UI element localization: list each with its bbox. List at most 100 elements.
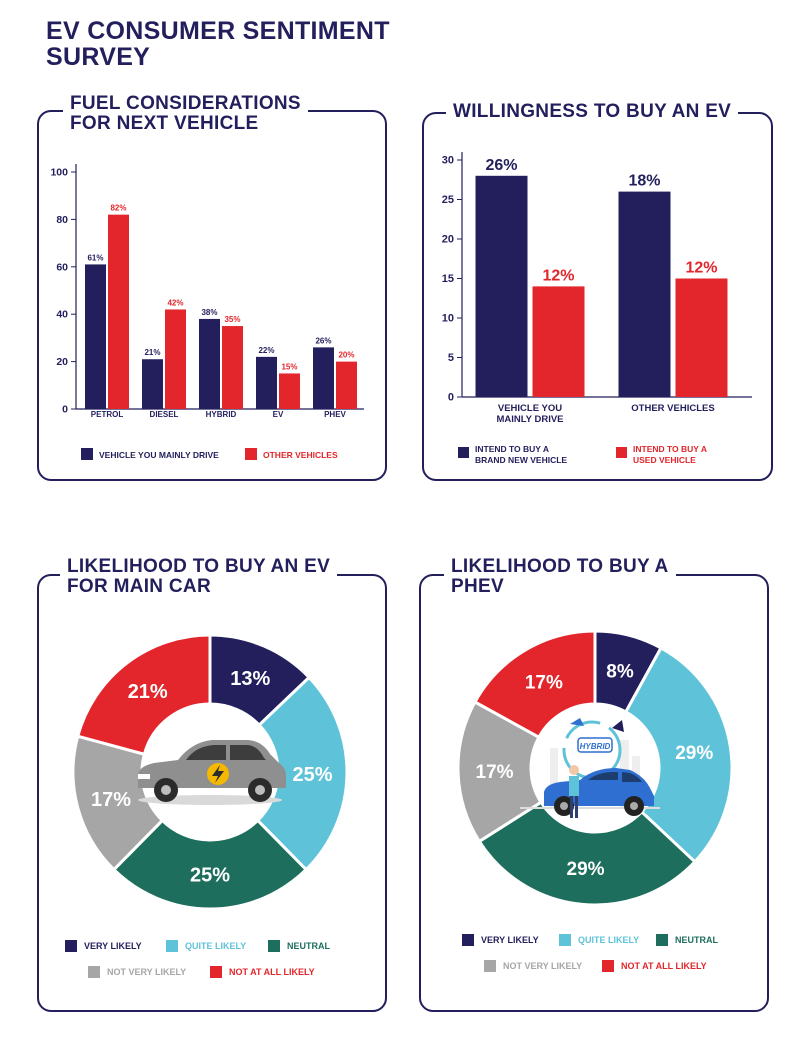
- legend-item: VERY LIKELY: [462, 934, 539, 946]
- bar: [108, 214, 129, 409]
- bar: [199, 318, 220, 409]
- data-label: 26%: [485, 157, 517, 174]
- data-label: 82%: [110, 204, 126, 213]
- willingness-title: WILLINGNESS TO BUY AN EV: [446, 101, 739, 122]
- data-label: 15%: [281, 362, 297, 371]
- legend-swatch: [484, 960, 496, 972]
- x-tick-label: OTHER VEHICLES: [631, 403, 714, 414]
- legend-item: NEUTRAL: [268, 940, 330, 952]
- x-tick-label: HYBRID: [206, 410, 237, 419]
- legend-swatch: [65, 940, 77, 952]
- bar: [165, 309, 186, 409]
- bar: [222, 326, 243, 409]
- y-tick-label: 40: [56, 309, 68, 321]
- slice-label: 29%: [675, 743, 713, 764]
- bar: [336, 361, 357, 409]
- bar: [279, 373, 300, 409]
- ev-car-charging-icon: [138, 740, 286, 805]
- y-tick-label: 0: [62, 404, 68, 416]
- x-tick-label: EV: [273, 410, 284, 419]
- legend-swatch: [81, 448, 93, 460]
- legend-swatch: [166, 940, 178, 952]
- x-tick-label: DIESEL: [150, 410, 179, 419]
- legend-label: VERY LIKELY: [84, 941, 142, 951]
- legend-label: VERY LIKELY: [481, 935, 539, 945]
- slice-label: 17%: [91, 789, 131, 811]
- legend-swatch: [88, 966, 100, 978]
- bar: [532, 286, 585, 397]
- bar: [675, 278, 728, 397]
- legend-item: QUITE LIKELY: [166, 940, 246, 952]
- y-tick-label: 10: [442, 313, 454, 325]
- y-tick-label: 0: [448, 392, 454, 404]
- legend-swatch: [268, 940, 280, 952]
- page-title: EV CONSUMER SENTIMENT SURVEY: [46, 18, 390, 70]
- legend-swatch: [245, 448, 257, 460]
- y-tick-label: 15: [442, 273, 454, 285]
- x-tick-label: PHEV: [324, 410, 346, 419]
- y-tick-label: 25: [442, 194, 454, 206]
- y-tick-label: 5: [448, 352, 454, 364]
- legend-label: INTEND TO BUY A: [633, 444, 707, 454]
- phev-likelihood-title-line1: LIKELIHOOD TO BUY A: [451, 556, 669, 577]
- y-tick-label: 30: [442, 155, 454, 167]
- data-label: 12%: [685, 260, 717, 277]
- legend-swatch: [210, 966, 222, 978]
- data-label: 38%: [201, 308, 217, 317]
- legend-swatch: [602, 960, 614, 972]
- data-label: 21%: [144, 348, 160, 357]
- phev-likelihood-title: LIKELIHOOD TO BUY A PHEV: [444, 557, 676, 597]
- legend-label: NOT VERY LIKELY: [107, 967, 187, 977]
- legend-swatch: [616, 447, 627, 458]
- data-label: 42%: [167, 298, 183, 307]
- x-tick-label: MAINLY DRIVE: [496, 414, 563, 425]
- legend-swatch: [656, 934, 668, 946]
- ev-likelihood-title: LIKELIHOOD TO BUY AN EV FOR MAIN CAR: [60, 556, 338, 597]
- legend-item: VERY LIKELY: [65, 940, 142, 952]
- slice-label: 25%: [190, 865, 230, 887]
- slice-label: 25%: [292, 764, 332, 786]
- data-label: 35%: [224, 315, 240, 324]
- y-tick-label: 100: [50, 167, 68, 179]
- legend-label: USED VEHICLE: [633, 455, 696, 465]
- phev-likelihood-title-line2: PHEV: [451, 576, 504, 597]
- legend-item: NOT VERY LIKELY: [88, 966, 186, 978]
- slice-label: 21%: [128, 681, 168, 703]
- donut-slice: [111, 818, 309, 911]
- data-label: 12%: [542, 267, 574, 284]
- legend-item: QUITE LIKELY: [559, 934, 639, 946]
- legend-item: NOT AT ALL LIKELY: [602, 960, 707, 972]
- data-label: 22%: [258, 346, 274, 355]
- slice-label: 17%: [525, 672, 563, 693]
- page-title-line1: EV CONSUMER SENTIMENT: [46, 17, 390, 45]
- slice-label: 13%: [230, 668, 270, 690]
- donut-slice: [75, 633, 212, 757]
- fuel-considerations-title-line1: FUEL CONSIDERATIONS: [70, 93, 301, 114]
- willingness-title-line1: WILLINGNESS TO BUY AN EV: [453, 101, 732, 122]
- bar: [618, 191, 671, 397]
- legend-item: NEUTRAL: [656, 934, 718, 946]
- legend-label: OTHER VEHICLES: [263, 450, 338, 460]
- page-title-line2: SURVEY: [46, 43, 151, 71]
- ev-likelihood-title-line1: LIKELIHOOD TO BUY AN EV: [67, 556, 331, 577]
- legend-label: QUITE LIKELY: [578, 935, 640, 945]
- fuel-considerations-title-line2: FOR NEXT VEHICLE: [70, 113, 259, 134]
- donut-slice: [477, 800, 697, 907]
- bar: [313, 347, 334, 409]
- data-label: 20%: [338, 351, 354, 360]
- legend-item: NOT AT ALL LIKELY: [210, 966, 315, 978]
- bar: [256, 356, 277, 409]
- legend-label: NEUTRAL: [287, 941, 330, 951]
- x-tick-label: PETROL: [91, 410, 124, 419]
- donut-slice: [472, 629, 597, 740]
- hybrid-car-illustration: HYBRID: [520, 718, 660, 818]
- slice-label: 29%: [567, 859, 605, 880]
- legend-label: NOT AT ALL LIKELY: [621, 961, 707, 971]
- legend-swatch: [462, 934, 474, 946]
- y-tick-label: 20: [56, 356, 68, 368]
- data-label: 61%: [87, 253, 103, 262]
- donut-slice: [255, 675, 349, 872]
- y-tick-label: 60: [56, 261, 68, 273]
